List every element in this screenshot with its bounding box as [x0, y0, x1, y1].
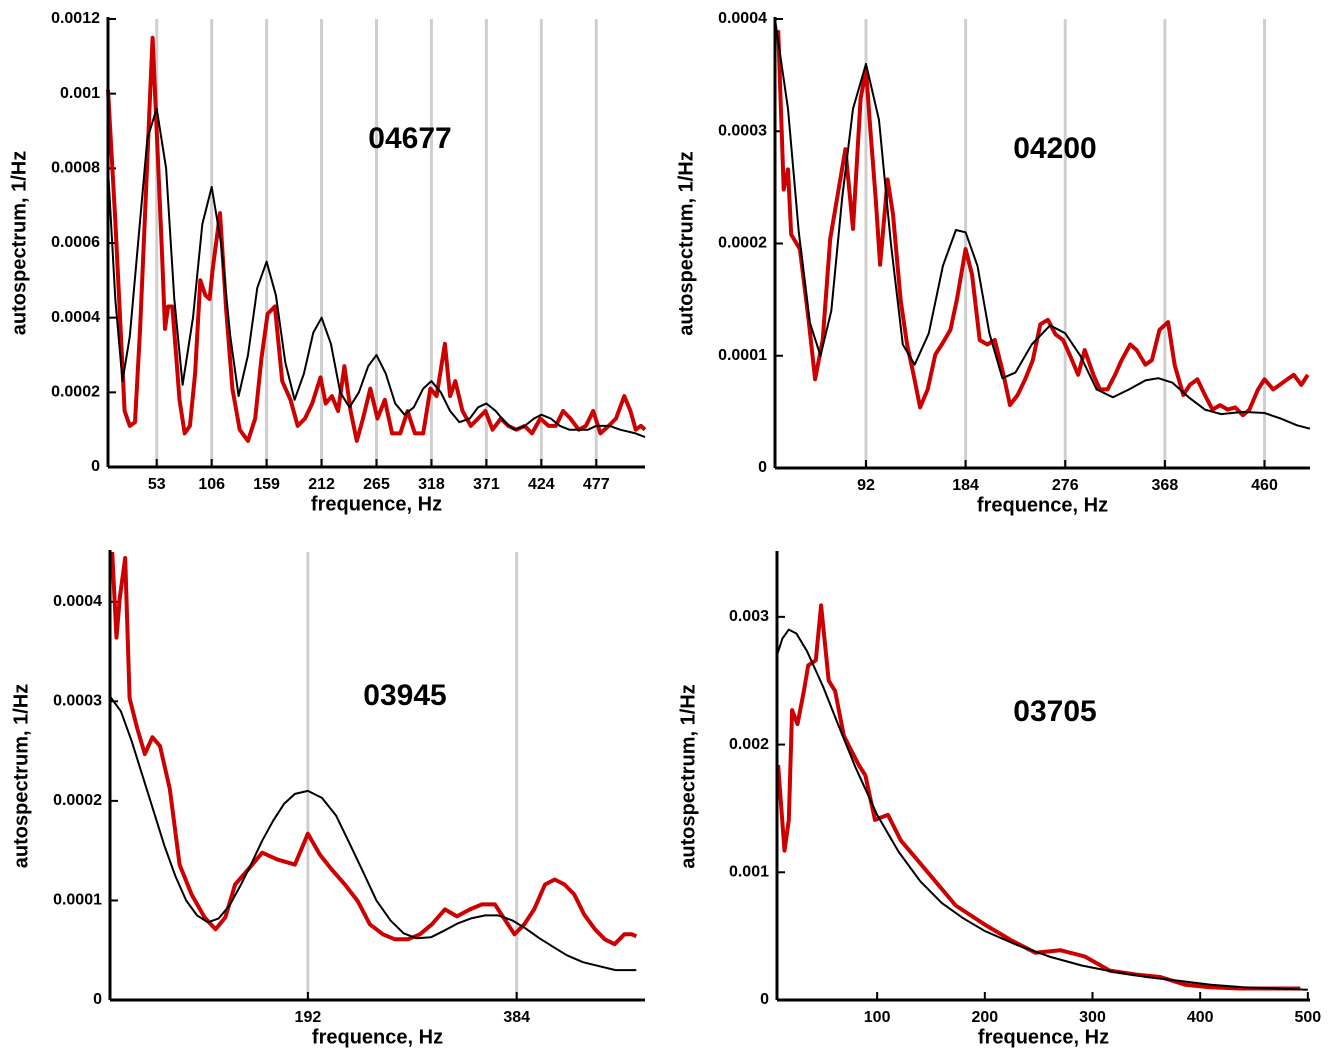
- y-tick-label: 0: [760, 991, 769, 1008]
- x-tick-label: 100: [864, 1009, 891, 1026]
- x-tick-label: 184: [952, 477, 979, 494]
- x-axis-label: frequence, Hz: [978, 1026, 1109, 1048]
- x-tick-label: 200: [971, 1009, 998, 1026]
- y-tick-label: 0.0001: [53, 892, 102, 909]
- x-tick-label: 400: [1187, 1009, 1214, 1026]
- y-tick-label: 0.0004: [718, 10, 767, 27]
- x-tick-label: 106: [198, 476, 225, 493]
- x-tick-label: 265: [363, 476, 390, 493]
- y-tick-label: 0: [91, 458, 100, 475]
- x-tick-label: 300: [1079, 1009, 1106, 1026]
- x-tick-label: 159: [253, 476, 280, 493]
- x-tick-label: 212: [308, 476, 335, 493]
- series-line: [776, 30, 1310, 418]
- series-line: [110, 551, 638, 947]
- y-tick-label: 0.0012: [51, 10, 100, 27]
- y-tick-label: 0.0002: [51, 384, 100, 401]
- y-tick-label: 0: [93, 991, 102, 1008]
- x-tick-label: 384: [503, 1009, 530, 1026]
- y-tick-label: 0.0002: [53, 792, 102, 809]
- y-axis-label: autospectrum, 1/Hz: [677, 684, 699, 868]
- x-tick-label: 424: [528, 476, 555, 493]
- y-tick-label: 0.002: [729, 736, 769, 753]
- x-tick-label: 477: [583, 476, 610, 493]
- y-tick-label: 0.0003: [53, 693, 102, 710]
- y-tick-label: 0.003: [729, 608, 769, 625]
- x-axis-label: frequence, Hz: [977, 494, 1108, 516]
- y-tick-label: 0.0002: [718, 235, 767, 252]
- series-line: [776, 603, 1301, 991]
- y-tick-label: 0.0008: [51, 160, 100, 177]
- annotation: 03705: [1013, 695, 1096, 728]
- series-line: [107, 107, 646, 439]
- annotation: 04200: [1013, 132, 1096, 165]
- y-tick-label: 0.0006: [51, 234, 100, 251]
- x-tick-label: 500: [1294, 1009, 1321, 1026]
- x-tick-label: 318: [418, 476, 445, 493]
- y-tick-label: 0.001: [729, 864, 769, 881]
- y-tick-label: 0.0004: [53, 593, 102, 610]
- x-axis-label: frequence, Hz: [311, 493, 442, 515]
- x-tick-label: 368: [1152, 477, 1179, 494]
- y-tick-label: 0.0001: [718, 347, 767, 364]
- y-tick-label: 0.0003: [718, 122, 767, 139]
- y-axis-label: autospectrum, 1/Hz: [10, 684, 32, 868]
- x-axis-label: frequence, Hz: [312, 1026, 443, 1048]
- x-tick-label: 371: [473, 476, 500, 493]
- x-tick-label: 460: [1251, 477, 1278, 494]
- series-line: [109, 695, 637, 972]
- y-tick-label: 0.0004: [51, 309, 100, 326]
- y-axis-label: autospectrum, 1/Hz: [8, 151, 30, 335]
- y-tick-label: 0: [758, 459, 767, 476]
- x-tick-label: 53: [148, 476, 166, 493]
- annotation: 03945: [363, 679, 446, 712]
- y-tick-label: 0.001: [60, 85, 100, 102]
- y-axis-label: autospectrum, 1/Hz: [675, 151, 697, 335]
- series-line: [776, 628, 1308, 991]
- series-line: [106, 35, 647, 443]
- x-tick-label: 192: [295, 1009, 322, 1026]
- x-tick-label: 276: [1052, 477, 1079, 494]
- annotation: 04677: [368, 122, 451, 155]
- series-line: [774, 18, 1311, 430]
- x-tick-label: 92: [857, 477, 875, 494]
